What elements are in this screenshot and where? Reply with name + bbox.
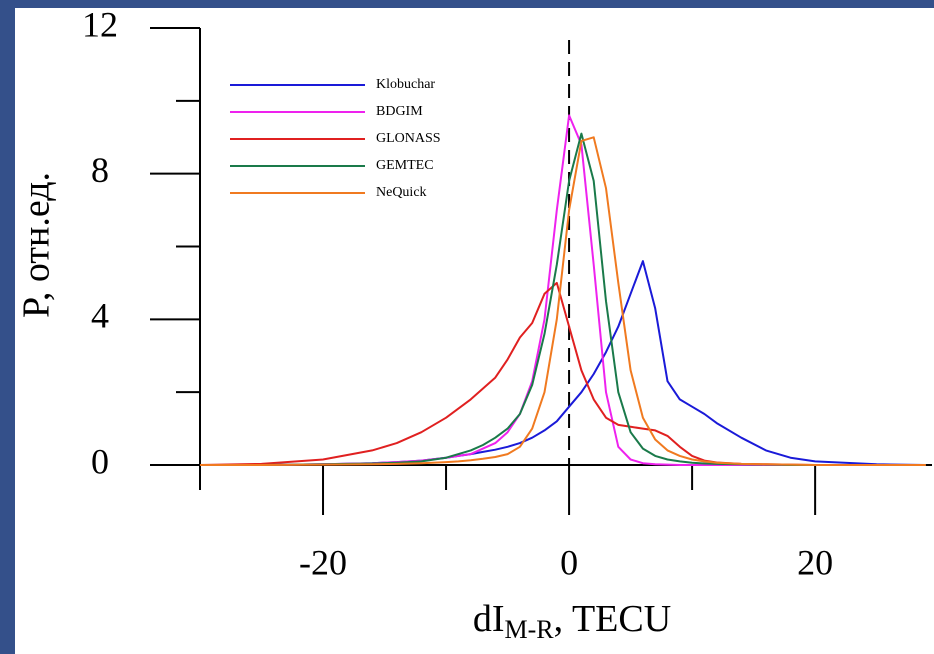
- y-tick-label: 8: [91, 150, 109, 190]
- legend-label: NeQuick: [376, 185, 427, 200]
- x-tick-label: -20: [299, 542, 347, 582]
- x-axis-label: dIM-R, TECU: [473, 598, 671, 644]
- x-label-main: dI: [473, 598, 505, 640]
- legend-label: BDGIM: [376, 104, 423, 119]
- x-tick-label: 0: [560, 542, 578, 582]
- legend-label: Klobuchar: [376, 77, 435, 92]
- series-line: [200, 136, 926, 466]
- plot-background: [15, 8, 934, 654]
- legend-label: GEMTEC: [376, 158, 434, 173]
- legend-label: GLONASS: [376, 131, 441, 146]
- y-tick-label: 12: [82, 4, 118, 44]
- y-tick-label: 0: [91, 441, 109, 481]
- y-axis-label: P, отн.ед.: [16, 172, 58, 318]
- x-label-suffix: , TECU: [554, 598, 672, 640]
- x-label-subscript: M-R: [505, 615, 555, 644]
- x-tick-label: 20: [797, 542, 833, 582]
- y-tick-label: 4: [91, 296, 109, 336]
